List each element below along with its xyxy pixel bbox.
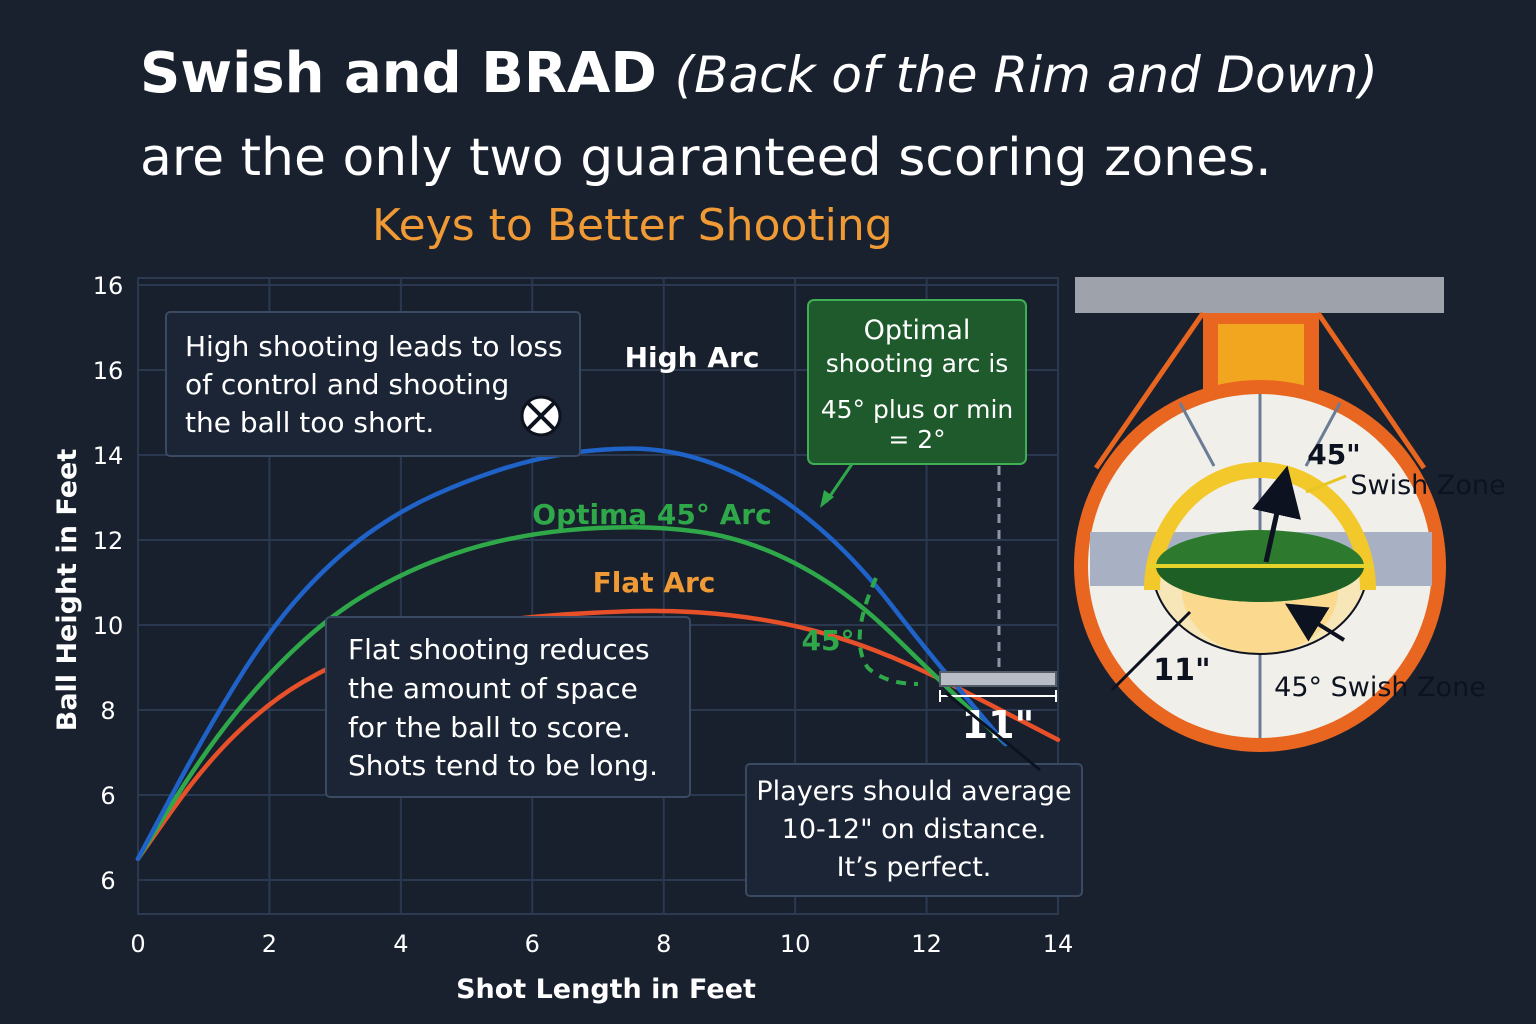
x-tick-label: 0	[130, 930, 145, 958]
distance-label: 11"	[962, 703, 1035, 747]
high-arc-label: High Arc	[625, 341, 760, 374]
x-axis-label: Shot Length in Feet	[456, 974, 756, 1005]
title-italic: (Back of the Rim and Down)	[674, 46, 1378, 104]
angle-arc	[857, 577, 919, 686]
y-tick-label: 6	[100, 867, 115, 895]
y-axis-label: Ball Height in Feet	[52, 449, 83, 732]
main-title-line-2: are the only two guaranteed scoring zone…	[140, 128, 1272, 188]
x-tick-label: 6	[525, 930, 540, 958]
x-tick-label: 8	[656, 930, 671, 958]
swish-zone-label: Swish Zone	[1350, 470, 1505, 501]
high-note-line: the ball too short.	[185, 406, 434, 439]
optimal-note-line: Optimal	[864, 315, 971, 346]
flat-note-line: the amount of space	[348, 672, 638, 705]
title-bold: Swish and BRAD	[140, 41, 657, 106]
angle-label: 45°	[802, 624, 855, 657]
optimal-note-line: 45° plus or min	[821, 395, 1014, 424]
flat-shooting-note: Flat shooting reduces the amount of spac…	[325, 616, 691, 798]
rim-bar	[939, 671, 1057, 702]
flat-note-line: Shots tend to be long.	[348, 749, 658, 782]
optimal-arc-label: Optima 45° Arc	[532, 498, 771, 531]
series-lines	[135, 446, 1061, 861]
x-tick-label: 2	[262, 930, 277, 958]
rim-distance-label: 11"	[1153, 653, 1210, 688]
optimal-note-line: = 2°	[888, 425, 945, 454]
players-note: Players should average 10-12" on distanc…	[745, 763, 1083, 897]
y-tick-labels: 6 6 8 10 12 14 16 16	[93, 272, 124, 895]
bottom-swish-label: 45° Swish Zone	[1274, 672, 1486, 703]
x-tick-label: 14	[1043, 930, 1074, 958]
x-tick-label: 10	[780, 930, 811, 958]
players-note-line: 10-12" on distance.	[782, 814, 1047, 845]
optimal-arc-note: Optimal shooting arc is 45° plus or min …	[807, 299, 1027, 508]
x-tick-label: 4	[393, 930, 408, 958]
players-note-pointer	[945, 691, 1041, 772]
basketball-icon	[520, 395, 562, 437]
y-tick-label: 6	[100, 782, 115, 810]
flat-arc-label: Flat Arc	[593, 566, 716, 599]
high-note-line: of control and shooting	[185, 368, 509, 401]
series-line-high	[135, 446, 1008, 861]
players-note-line: Players should average	[756, 776, 1071, 807]
flat-note-line: for the ball to score.	[348, 711, 631, 744]
players-note-line: It’s perfect.	[837, 852, 992, 883]
y-tick-label: 14	[93, 442, 124, 470]
main-title-line-1: Swish and BRAD (Back of the Rim and Down…	[140, 40, 1520, 109]
backboard	[1075, 277, 1444, 313]
high-note-line: High shooting leads to loss	[185, 330, 563, 363]
x-tick-label: 12	[911, 930, 942, 958]
series-line-flat	[135, 608, 1061, 861]
y-tick-label: 10	[93, 612, 124, 640]
flat-note-line: Flat shooting reduces	[348, 633, 650, 666]
x-tick-labels: 0 2 4 6 8 10 12 14	[130, 930, 1073, 958]
rim-diagram	[1074, 277, 1446, 752]
y-tick-label: 12	[93, 527, 124, 555]
high-shooting-note: High shooting leads to loss of control a…	[165, 311, 581, 457]
y-tick-label: 16	[93, 357, 124, 385]
y-tick-label: 16	[93, 272, 124, 300]
subtitle: Keys to Better Shooting	[372, 200, 893, 251]
optimal-note-line: shooting arc is	[826, 349, 1009, 378]
y-tick-label: 8	[100, 697, 115, 725]
series-line-optimal	[135, 525, 1008, 861]
rim-top-label: 45"	[1307, 438, 1361, 471]
